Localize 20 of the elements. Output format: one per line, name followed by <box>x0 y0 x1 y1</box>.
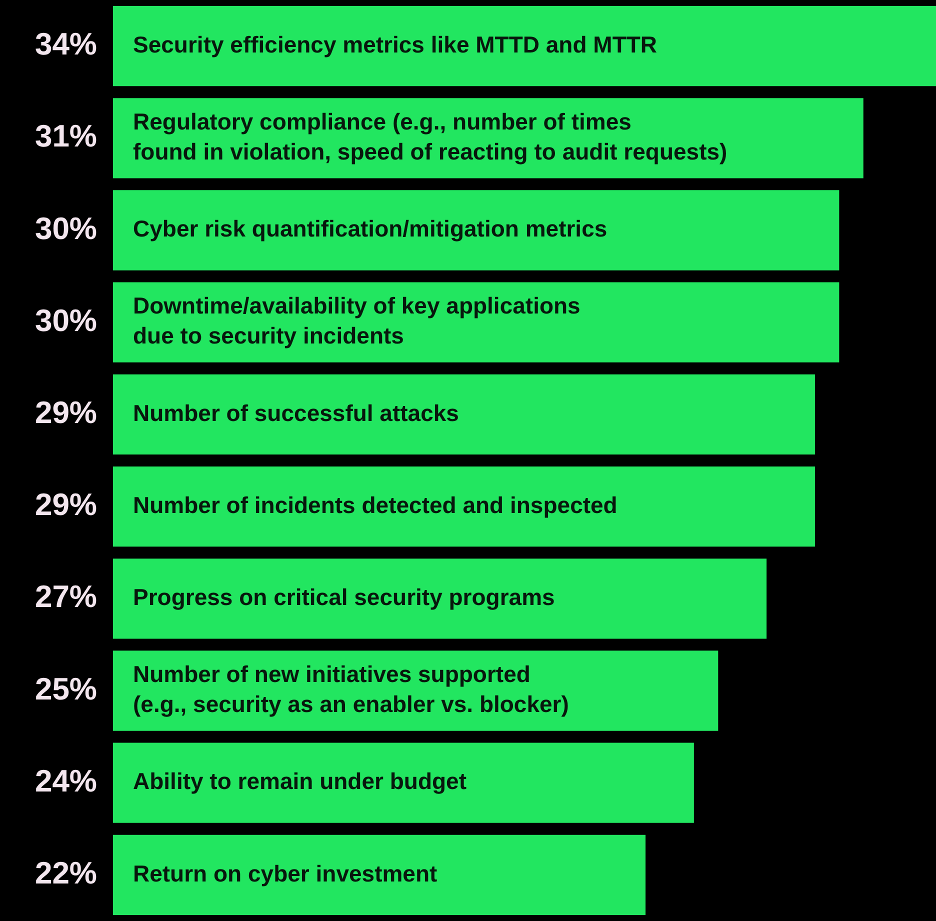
y-tick-label: Return on cyber investment <box>133 860 438 886</box>
data-label: 24% <box>34 763 97 798</box>
data-label: 34% <box>34 26 97 62</box>
data-label: 31% <box>34 118 97 154</box>
y-tick-label: Progress on critical security programs <box>133 584 555 610</box>
data-label: 29% <box>34 394 97 430</box>
data-label: 29% <box>34 487 97 522</box>
data-label: 22% <box>34 855 97 890</box>
data-label: 25% <box>34 671 97 706</box>
y-tick-label: Downtime/availability of key applications due to security incidents <box>133 292 580 349</box>
y-tick-label: Number of incidents detected and inspected <box>133 492 618 518</box>
y-tick-label: Regulatory compliance (e.g., number of times found in violation, speed of reacting to audit requests) <box>133 108 728 164</box>
data-label: 27% <box>34 579 97 614</box>
data-label: 30% <box>34 210 97 246</box>
y-tick-label: Cyber risk quantification/mitigation metrics <box>133 216 608 242</box>
y-tick-label: Ability to remain under budget <box>133 768 467 794</box>
data-label: 30% <box>34 302 97 338</box>
y-tick-label: Number of successful attacks <box>133 400 459 426</box>
y-tick-label: Security efficiency metrics like MTTD and MTTR <box>133 31 658 58</box>
y-tick-label: Number of new initiatives supported (e.g., security as an enabler vs. blocker) <box>133 661 569 718</box>
